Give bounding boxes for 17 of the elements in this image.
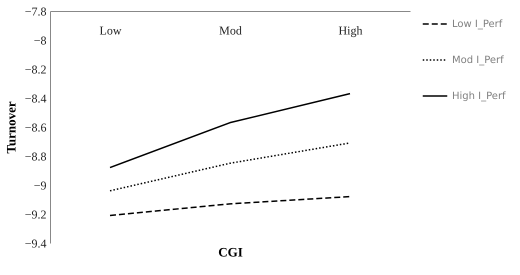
legend-label: Low I_Perf xyxy=(452,19,503,30)
y-tick-label: −8.2 xyxy=(24,62,46,76)
y-tick-label: −8.6 xyxy=(24,120,46,134)
y-tick-label: −9.2 xyxy=(24,208,46,222)
y-tick-label: −8 xyxy=(34,34,46,48)
legend-label: High I_Perf xyxy=(452,91,506,102)
x-tick-label: Mod xyxy=(219,24,242,38)
y-tick-label: −7.8 xyxy=(24,4,46,18)
y-tick-label: −9.4 xyxy=(24,236,46,250)
y-axis-title: Turnover xyxy=(4,101,19,154)
x-tick-label: Low xyxy=(100,24,122,38)
x-tick-label: High xyxy=(338,24,362,38)
legend-label: Mod I_Perf xyxy=(452,55,504,66)
y-tick-label: −8.8 xyxy=(24,150,46,164)
y-tick-label: −8.4 xyxy=(24,92,46,106)
x-axis-title: CGI xyxy=(218,244,243,260)
y-tick-label: −9 xyxy=(34,178,46,192)
